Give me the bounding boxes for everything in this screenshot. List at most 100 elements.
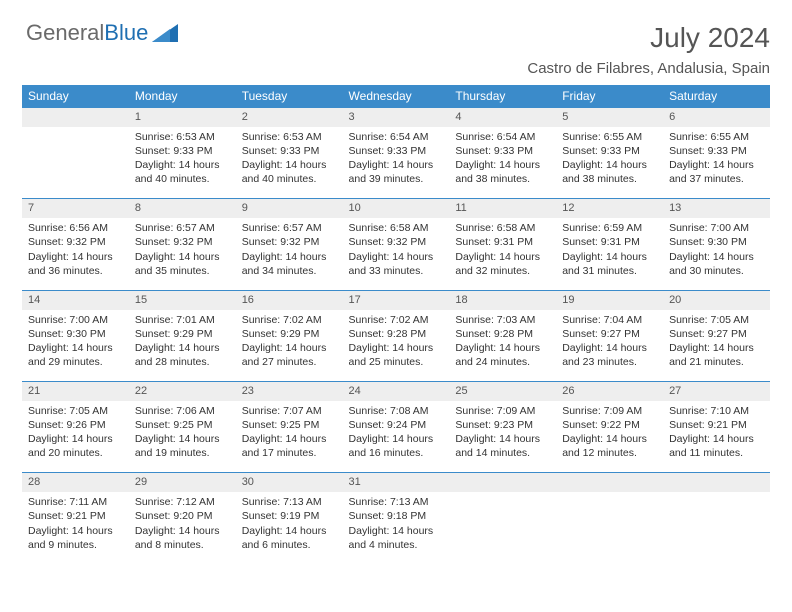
day-number-cell: 28 <box>22 473 129 492</box>
weekday-header: Wednesday <box>343 85 450 108</box>
day-content-cell: Sunrise: 7:10 AM Sunset: 9:21 PM Dayligh… <box>663 401 770 473</box>
day-number-cell: 21 <box>22 382 129 401</box>
sun-info-text: Sunrise: 7:10 AM Sunset: 9:21 PM Dayligh… <box>669 404 764 461</box>
day-number-cell: 6 <box>663 108 770 127</box>
day-number-cell: 2 <box>236 108 343 127</box>
day-content-cell: Sunrise: 7:05 AM Sunset: 9:26 PM Dayligh… <box>22 401 129 473</box>
day-number-cell <box>449 473 556 492</box>
sun-info-text: Sunrise: 7:02 AM Sunset: 9:29 PM Dayligh… <box>242 313 337 370</box>
day-number-cell: 23 <box>236 382 343 401</box>
sun-info-text: Sunrise: 7:09 AM Sunset: 9:22 PM Dayligh… <box>562 404 657 461</box>
sun-info-text: Sunrise: 7:13 AM Sunset: 9:18 PM Dayligh… <box>349 495 444 552</box>
day-number-cell: 15 <box>129 290 236 309</box>
sun-info-text: Sunrise: 7:02 AM Sunset: 9:28 PM Dayligh… <box>349 313 444 370</box>
day-content-cell: Sunrise: 6:53 AM Sunset: 9:33 PM Dayligh… <box>236 127 343 199</box>
sun-info-text: Sunrise: 7:04 AM Sunset: 9:27 PM Dayligh… <box>562 313 657 370</box>
day-content-cell: Sunrise: 7:09 AM Sunset: 9:23 PM Dayligh… <box>449 401 556 473</box>
day-number-cell: 13 <box>663 199 770 218</box>
sun-info-text: Sunrise: 6:59 AM Sunset: 9:31 PM Dayligh… <box>562 221 657 278</box>
location-subtitle: Castro de Filabres, Andalusia, Spain <box>22 60 770 77</box>
day-content-cell: Sunrise: 7:04 AM Sunset: 9:27 PM Dayligh… <box>556 310 663 382</box>
day-number-cell: 19 <box>556 290 663 309</box>
sun-info-text: Sunrise: 7:05 AM Sunset: 9:26 PM Dayligh… <box>28 404 123 461</box>
day-content-row: Sunrise: 7:05 AM Sunset: 9:26 PM Dayligh… <box>22 401 770 473</box>
weekday-header: Friday <box>556 85 663 108</box>
day-content-cell: Sunrise: 7:00 AM Sunset: 9:30 PM Dayligh… <box>22 310 129 382</box>
weekday-header: Tuesday <box>236 85 343 108</box>
day-number-row: 21222324252627 <box>22 382 770 401</box>
weekday-header: Monday <box>129 85 236 108</box>
day-number-cell: 3 <box>343 108 450 127</box>
day-number-cell: 29 <box>129 473 236 492</box>
day-number-cell: 26 <box>556 382 663 401</box>
day-number-cell: 20 <box>663 290 770 309</box>
day-content-cell: Sunrise: 7:09 AM Sunset: 9:22 PM Dayligh… <box>556 401 663 473</box>
day-content-cell: Sunrise: 6:54 AM Sunset: 9:33 PM Dayligh… <box>343 127 450 199</box>
day-number-cell: 27 <box>663 382 770 401</box>
sun-info-text: Sunrise: 6:58 AM Sunset: 9:31 PM Dayligh… <box>455 221 550 278</box>
sun-info-text: Sunrise: 6:58 AM Sunset: 9:32 PM Dayligh… <box>349 221 444 278</box>
sun-info-text: Sunrise: 7:11 AM Sunset: 9:21 PM Dayligh… <box>28 495 123 552</box>
brand-part2: Blue <box>104 20 148 46</box>
day-content-cell: Sunrise: 7:13 AM Sunset: 9:19 PM Dayligh… <box>236 492 343 564</box>
day-content-cell: Sunrise: 6:55 AM Sunset: 9:33 PM Dayligh… <box>556 127 663 199</box>
sun-info-text: Sunrise: 6:57 AM Sunset: 9:32 PM Dayligh… <box>242 221 337 278</box>
day-content-cell: Sunrise: 6:55 AM Sunset: 9:33 PM Dayligh… <box>663 127 770 199</box>
day-content-cell: Sunrise: 6:54 AM Sunset: 9:33 PM Dayligh… <box>449 127 556 199</box>
brand-logo: GeneralBlue <box>26 20 178 46</box>
sun-info-text: Sunrise: 6:53 AM Sunset: 9:33 PM Dayligh… <box>242 130 337 187</box>
day-content-cell: Sunrise: 6:58 AM Sunset: 9:31 PM Dayligh… <box>449 218 556 290</box>
day-content-cell: Sunrise: 7:02 AM Sunset: 9:29 PM Dayligh… <box>236 310 343 382</box>
day-number-cell: 31 <box>343 473 450 492</box>
day-number-cell: 12 <box>556 199 663 218</box>
day-content-cell: Sunrise: 6:57 AM Sunset: 9:32 PM Dayligh… <box>129 218 236 290</box>
weekday-header: Saturday <box>663 85 770 108</box>
day-number-cell: 7 <box>22 199 129 218</box>
day-number-cell <box>22 108 129 127</box>
day-content-cell: Sunrise: 7:03 AM Sunset: 9:28 PM Dayligh… <box>449 310 556 382</box>
day-content-cell: Sunrise: 7:08 AM Sunset: 9:24 PM Dayligh… <box>343 401 450 473</box>
day-number-cell: 11 <box>449 199 556 218</box>
day-number-row: 28293031 <box>22 473 770 492</box>
day-number-cell: 17 <box>343 290 450 309</box>
sun-info-text: Sunrise: 6:54 AM Sunset: 9:33 PM Dayligh… <box>455 130 550 187</box>
day-number-cell: 4 <box>449 108 556 127</box>
sun-info-text: Sunrise: 6:55 AM Sunset: 9:33 PM Dayligh… <box>562 130 657 187</box>
day-content-row: Sunrise: 6:53 AM Sunset: 9:33 PM Dayligh… <box>22 127 770 199</box>
sun-info-text: Sunrise: 7:00 AM Sunset: 9:30 PM Dayligh… <box>28 313 123 370</box>
sun-info-text: Sunrise: 7:01 AM Sunset: 9:29 PM Dayligh… <box>135 313 230 370</box>
day-number-cell: 24 <box>343 382 450 401</box>
sun-info-text: Sunrise: 7:03 AM Sunset: 9:28 PM Dayligh… <box>455 313 550 370</box>
day-content-cell: Sunrise: 6:53 AM Sunset: 9:33 PM Dayligh… <box>129 127 236 199</box>
day-content-cell: Sunrise: 7:06 AM Sunset: 9:25 PM Dayligh… <box>129 401 236 473</box>
sun-info-text: Sunrise: 7:08 AM Sunset: 9:24 PM Dayligh… <box>349 404 444 461</box>
day-number-cell: 5 <box>556 108 663 127</box>
sun-info-text: Sunrise: 7:00 AM Sunset: 9:30 PM Dayligh… <box>669 221 764 278</box>
day-content-cell: Sunrise: 7:07 AM Sunset: 9:25 PM Dayligh… <box>236 401 343 473</box>
sun-info-text: Sunrise: 7:09 AM Sunset: 9:23 PM Dayligh… <box>455 404 550 461</box>
day-number-cell: 8 <box>129 199 236 218</box>
day-content-row: Sunrise: 6:56 AM Sunset: 9:32 PM Dayligh… <box>22 218 770 290</box>
day-content-cell: Sunrise: 6:58 AM Sunset: 9:32 PM Dayligh… <box>343 218 450 290</box>
sun-info-text: Sunrise: 6:53 AM Sunset: 9:33 PM Dayligh… <box>135 130 230 187</box>
day-content-row: Sunrise: 7:00 AM Sunset: 9:30 PM Dayligh… <box>22 310 770 382</box>
day-number-cell: 1 <box>129 108 236 127</box>
day-number-cell: 25 <box>449 382 556 401</box>
day-content-cell: Sunrise: 7:12 AM Sunset: 9:20 PM Dayligh… <box>129 492 236 564</box>
day-number-cell <box>663 473 770 492</box>
day-number-row: 123456 <box>22 108 770 127</box>
weekday-header-row: Sunday Monday Tuesday Wednesday Thursday… <box>22 85 770 108</box>
day-content-cell: Sunrise: 7:01 AM Sunset: 9:29 PM Dayligh… <box>129 310 236 382</box>
day-content-cell: Sunrise: 6:59 AM Sunset: 9:31 PM Dayligh… <box>556 218 663 290</box>
sun-info-text: Sunrise: 7:07 AM Sunset: 9:25 PM Dayligh… <box>242 404 337 461</box>
day-content-cell: Sunrise: 7:05 AM Sunset: 9:27 PM Dayligh… <box>663 310 770 382</box>
sun-info-text: Sunrise: 7:05 AM Sunset: 9:27 PM Dayligh… <box>669 313 764 370</box>
day-content-cell: Sunrise: 6:57 AM Sunset: 9:32 PM Dayligh… <box>236 218 343 290</box>
day-content-cell <box>449 492 556 564</box>
day-number-cell: 10 <box>343 199 450 218</box>
day-number-cell <box>556 473 663 492</box>
day-content-cell: Sunrise: 7:00 AM Sunset: 9:30 PM Dayligh… <box>663 218 770 290</box>
day-content-cell: Sunrise: 7:13 AM Sunset: 9:18 PM Dayligh… <box>343 492 450 564</box>
day-number-row: 78910111213 <box>22 199 770 218</box>
weekday-header: Sunday <box>22 85 129 108</box>
